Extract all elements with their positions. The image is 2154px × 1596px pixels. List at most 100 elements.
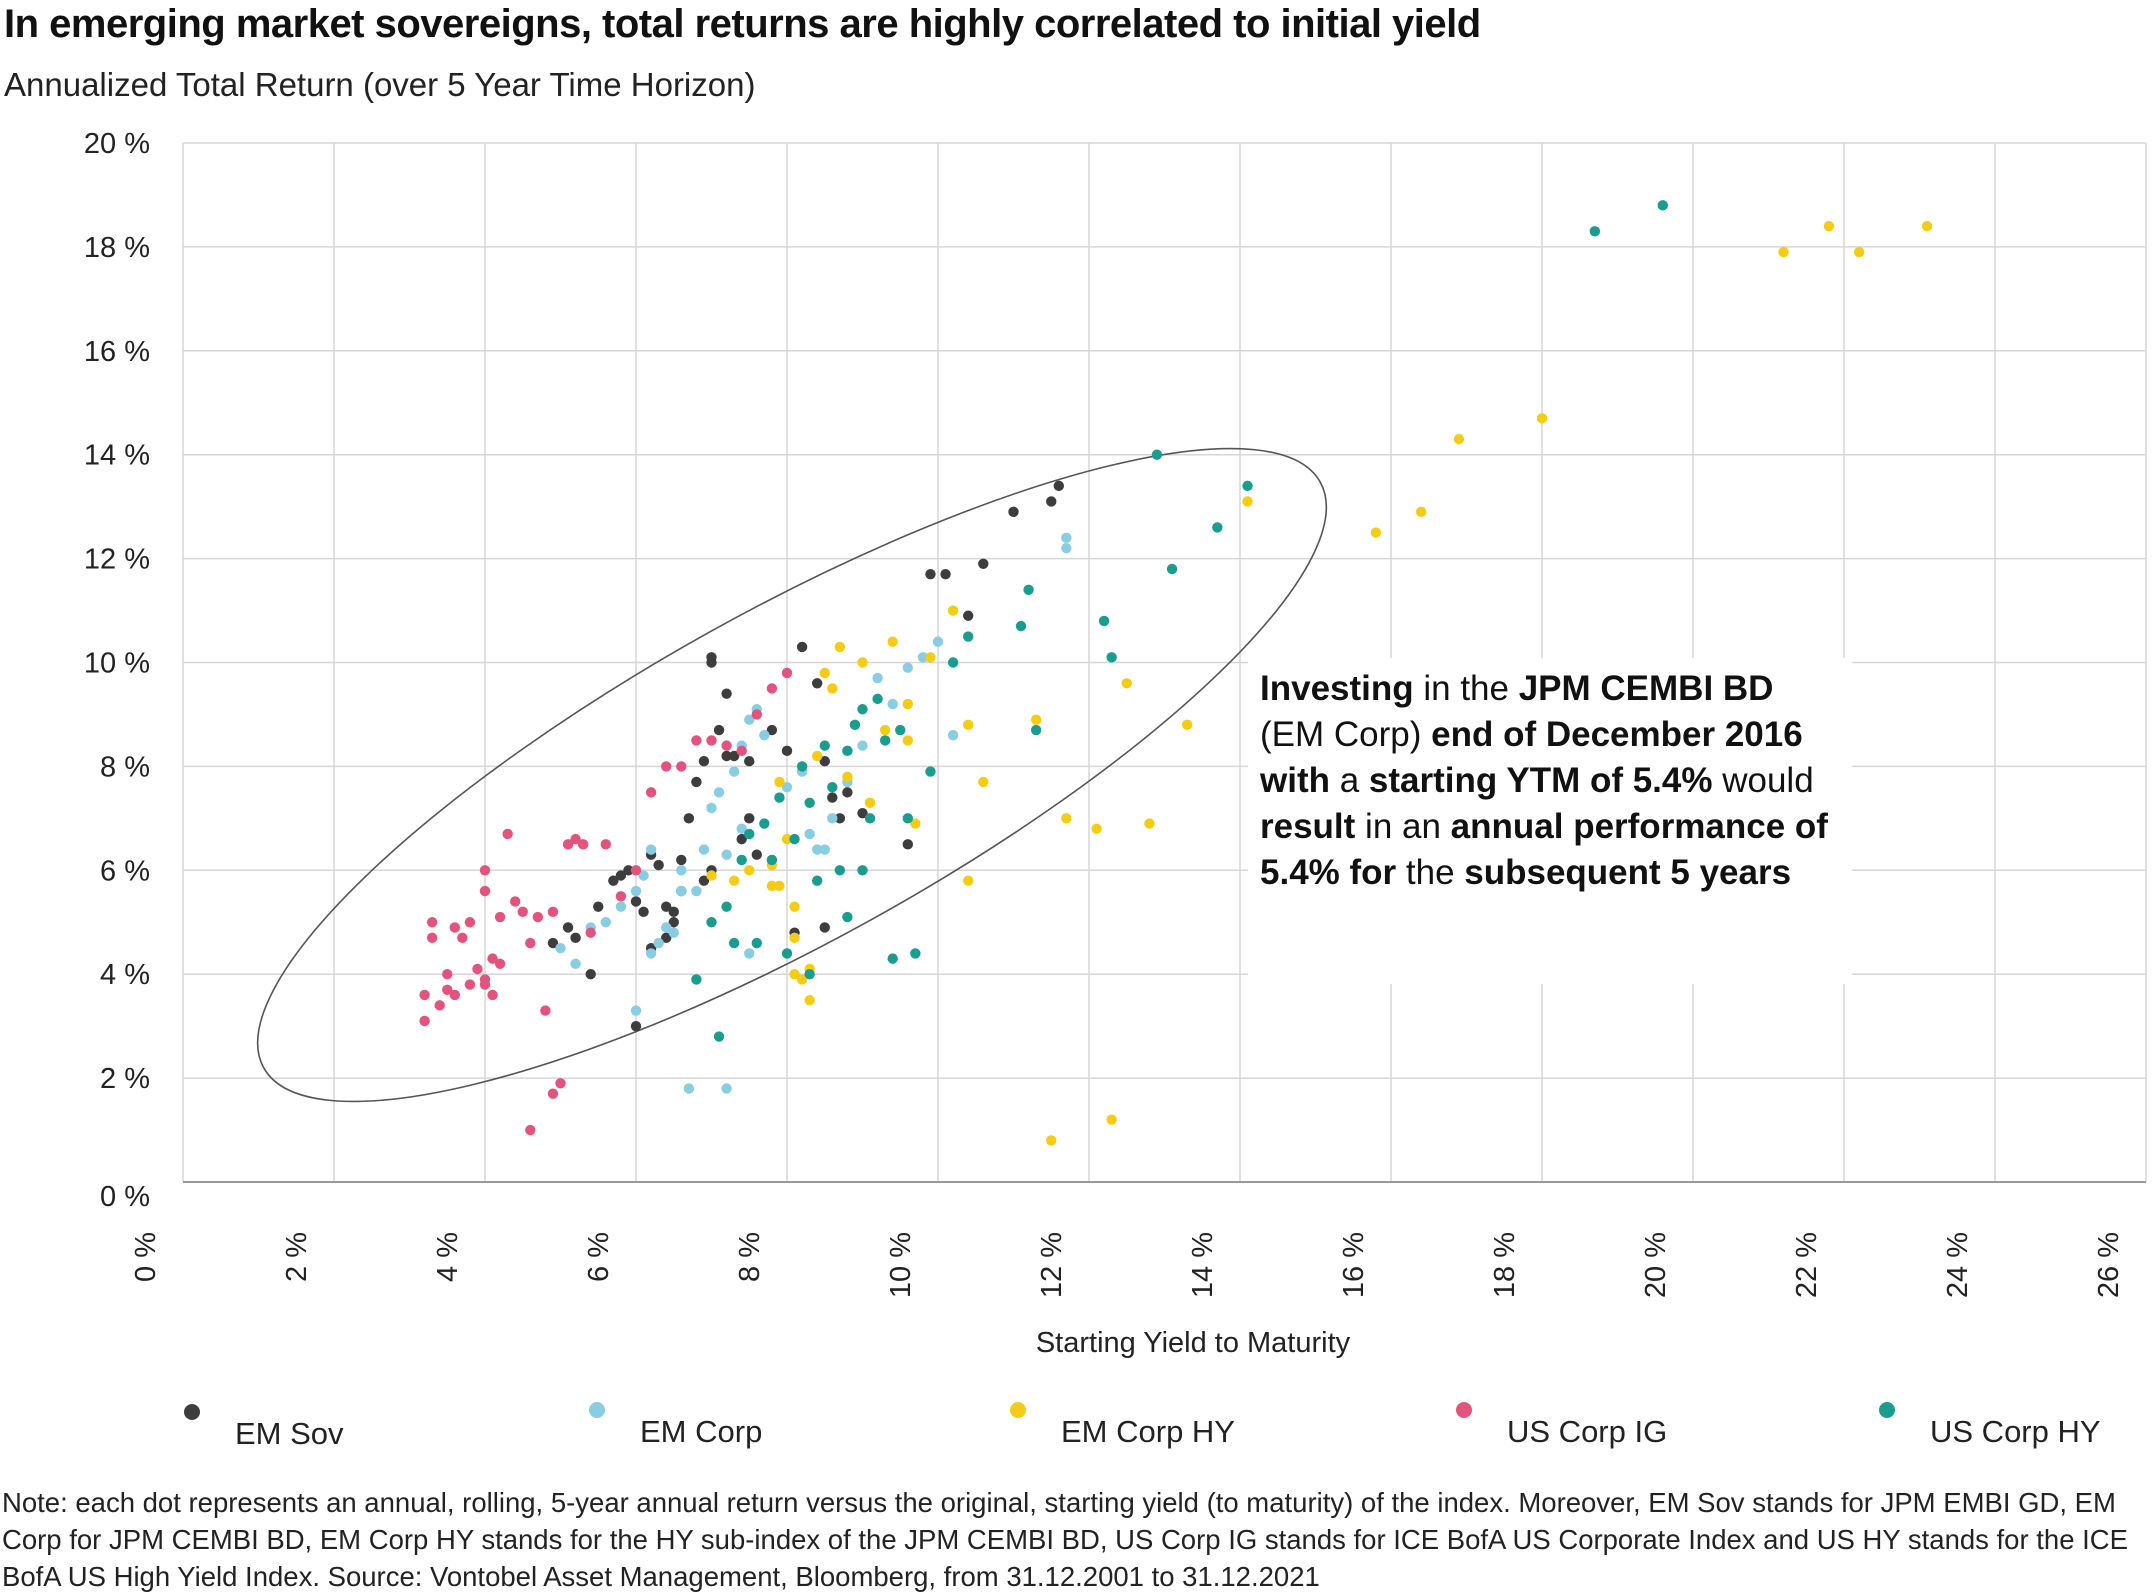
data-point <box>781 667 793 679</box>
data-point <box>842 771 853 782</box>
data-point <box>510 896 521 907</box>
data-point <box>479 865 491 876</box>
data-point <box>525 937 536 949</box>
data-point <box>593 901 604 912</box>
data-point <box>902 735 913 746</box>
callout-text: the <box>1396 853 1465 892</box>
legend: EM Sov EM Corp EM Corp HY US Corp IG US Corp… <box>184 1402 2101 1451</box>
data-point <box>517 906 528 918</box>
data-point <box>706 802 717 814</box>
data-point <box>653 859 664 871</box>
data-point <box>600 839 611 850</box>
data-point <box>857 704 868 715</box>
data-point <box>668 906 679 918</box>
data-point <box>426 917 438 928</box>
y-tick-label: 4 % <box>100 959 150 991</box>
data-point <box>744 865 755 876</box>
data-point <box>1589 226 1601 237</box>
data-point <box>895 724 906 736</box>
data-point <box>630 1020 642 1032</box>
data-point <box>804 797 815 808</box>
data-point <box>925 568 936 580</box>
data-point <box>661 922 672 933</box>
series-us-corp-hy <box>691 200 1669 1042</box>
data-point <box>547 906 559 918</box>
data-point <box>608 875 619 886</box>
callout-text: result <box>1260 807 1356 846</box>
data-point <box>781 833 793 845</box>
data-point <box>804 828 815 840</box>
data-point <box>751 849 762 860</box>
legend-marker <box>1010 1402 1026 1418</box>
data-point <box>1098 615 1110 627</box>
data-point <box>781 948 793 959</box>
x-tick-label: 20 % <box>1640 1232 1672 1298</box>
data-point <box>645 844 657 855</box>
data-point <box>781 745 793 757</box>
chart-subtitle: Annualized Total Return (over 5 Year Tim… <box>4 66 756 103</box>
legend-marker <box>184 1404 200 1420</box>
data-point <box>419 989 430 1001</box>
legend-marker <box>1879 1402 1895 1418</box>
data-point <box>978 558 989 569</box>
data-point <box>857 865 868 876</box>
data-point <box>1061 543 1072 554</box>
data-point <box>661 761 672 772</box>
callout-text: JPM CEMBI BD <box>1518 669 1774 708</box>
data-point <box>487 953 498 964</box>
data-points <box>419 200 1933 1146</box>
data-point <box>834 865 846 876</box>
data-point <box>842 787 853 798</box>
x-tick-label: 26 % <box>2093 1232 2125 1298</box>
data-point <box>857 807 868 819</box>
data-point <box>540 1005 551 1016</box>
data-point <box>1853 246 1865 258</box>
data-point <box>766 854 778 866</box>
x-tick-label: 18 % <box>1489 1232 1521 1298</box>
x-tick-label: 4 % <box>432 1232 464 1282</box>
data-point <box>630 885 642 897</box>
y-tick-label: 6 % <box>100 855 150 887</box>
legend-marker <box>1456 1402 1472 1418</box>
data-point <box>947 605 959 616</box>
callout-text: starting YTM of 5.4% <box>1368 761 1713 800</box>
data-point <box>947 657 959 668</box>
data-point <box>630 865 642 876</box>
data-point <box>789 969 800 980</box>
data-point <box>464 917 476 928</box>
data-point <box>1030 724 1042 736</box>
callout-text: annual performance of 5.4% for <box>1260 807 1828 892</box>
data-point <box>744 948 755 959</box>
data-point <box>721 849 732 860</box>
data-point <box>1370 527 1382 538</box>
callout-text: subsequent 5 years <box>1464 853 1792 892</box>
x-axis-title: Starting Yield to Maturity <box>1036 1327 1351 1359</box>
data-point <box>917 652 929 663</box>
data-point <box>494 958 506 970</box>
data-point <box>547 1088 559 1099</box>
x-tick-label: 12 % <box>1036 1232 1068 1298</box>
data-point <box>547 937 559 949</box>
callout-text: Investing <box>1260 669 1414 708</box>
data-point <box>676 865 687 876</box>
footnote: Note: each dot represents an annual, rol… <box>2 1487 2128 1592</box>
data-point <box>910 948 921 959</box>
data-point <box>819 844 830 855</box>
data-point <box>442 969 453 980</box>
data-point <box>728 875 740 886</box>
y-tick-label: 18 % <box>84 232 150 264</box>
legend-label: EM Corp <box>640 1414 762 1449</box>
data-point <box>600 917 611 928</box>
data-point <box>691 885 702 897</box>
callout-text: (EM Corp) <box>1260 715 1432 754</box>
y-tick-label: 10 % <box>84 648 150 680</box>
data-point <box>842 745 853 757</box>
data-point <box>434 1000 445 1011</box>
data-point <box>812 678 823 689</box>
data-point <box>1151 449 1163 460</box>
data-point <box>736 745 747 757</box>
x-tick-label: 6 % <box>583 1232 615 1282</box>
callout-text: in the <box>1413 669 1519 708</box>
data-point <box>744 828 755 840</box>
y-tick-label: 20 % <box>84 128 150 160</box>
